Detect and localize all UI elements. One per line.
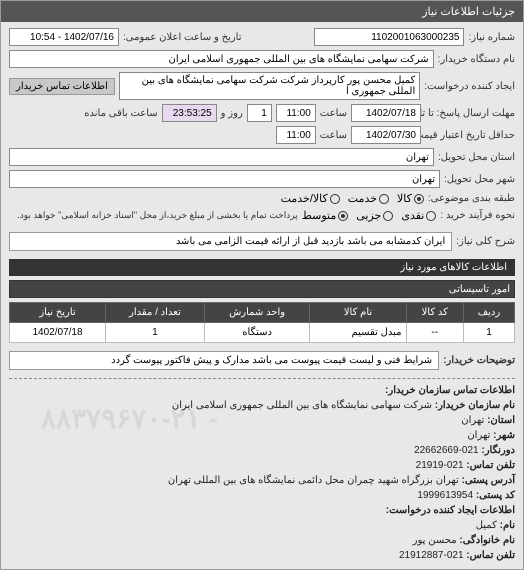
remain-label: ساعت باقی مانده xyxy=(84,108,157,119)
col-idx: ردیف xyxy=(463,303,514,323)
requester-section-title: اطلاعات ایجاد کننده درخواست: xyxy=(9,503,515,518)
col-code: کد کالا xyxy=(406,303,463,323)
method-radio-0[interactable] xyxy=(426,211,436,221)
need-desc-label: شرح کلی نیاز: xyxy=(456,236,515,247)
table-row: 1 -- مبدل تقسیم دستگاه 1 1402/07/18 xyxy=(10,323,515,343)
buyer-org-value: شرکت سهامی نمایشگاه های بین المللی جمهور… xyxy=(9,50,434,68)
buyer-notes-label: توضیحات خریدار: xyxy=(443,355,515,366)
buyer-contact-button[interactable]: اطلاعات تماس خریدار xyxy=(9,78,115,95)
cell-idx: 1 xyxy=(463,323,514,343)
province-value: تهران xyxy=(9,148,434,166)
address-value: تهران بزرگراه شهید چمران محل دائمی نمایش… xyxy=(168,475,459,486)
org-name-label: نام سازمان خریدار: xyxy=(435,400,515,411)
method-opt-1: جزیی xyxy=(356,209,381,222)
class-label: طبقه بندی موضوعی: xyxy=(428,193,515,204)
deadline-days: 1 xyxy=(247,104,272,122)
days-label: روز و xyxy=(221,108,243,119)
address-label: آدرس پستی: xyxy=(462,475,515,486)
fname-label: نام: xyxy=(500,520,515,531)
fax-value: 021-22662669 xyxy=(414,445,479,456)
city-label: شهر محل تحویل: xyxy=(444,174,515,185)
requester-value: کمیل محسن پور کارپرداز شرکت شرکت سهامی ن… xyxy=(119,72,420,100)
requester-label: ایجاد کننده درخواست: xyxy=(424,81,515,92)
c-province-value: تهران xyxy=(461,415,484,426)
class-opt-0: کالا xyxy=(397,192,412,205)
c-city-value: تهران xyxy=(467,430,490,441)
need-number-value: 1102001063000235 xyxy=(314,28,464,46)
need-desc-value: ایران کدمشابه می باشد بازدید قبل از ارائ… xyxy=(9,232,452,251)
lname-value: محسن پور xyxy=(413,535,457,546)
cell-unit: دستگاه xyxy=(204,323,310,343)
ghost-watermark: - ۸۸۳۷۹۶۷۰-۲۱ xyxy=(41,402,218,435)
deadline-label: مهلت ارسال پاسخ: تا تاریخ: xyxy=(425,108,515,119)
class-radio-1[interactable] xyxy=(379,194,389,204)
deadline-time: 11:00 xyxy=(276,104,316,122)
col-qty: تعداد / مقدار xyxy=(106,303,205,323)
class-opt-2: کالا/خدمت xyxy=(281,192,328,205)
class-radio-2[interactable] xyxy=(330,194,340,204)
col-name: نام کالا xyxy=(310,303,406,323)
method-opt-0: نقدی xyxy=(401,209,424,222)
buyer-org-label: نام دستگاه خریدار: xyxy=(438,54,515,65)
rphone-value: 021-21912887 xyxy=(399,550,464,561)
validity-time: 11:00 xyxy=(276,126,316,144)
validity-label: حداقل تاریخ اعتبار قیمت: تا تاریخ: xyxy=(425,130,515,141)
cell-code: -- xyxy=(406,323,463,343)
method-label: نحوه فرآیند خرید : xyxy=(440,210,515,221)
announce-date-label: تاریخ و ساعت اعلان عمومی: xyxy=(123,32,242,43)
cell-qty: 1 xyxy=(106,323,205,343)
phone-label: تلفن تماس: xyxy=(466,460,515,471)
cell-name: مبدل تقسیم xyxy=(310,323,406,343)
need-details-panel: جزئیات اطلاعات نیاز شماره نیاز: 11020010… xyxy=(0,0,524,570)
contact-section-title: اطلاعات تماس سازمان خریدار: xyxy=(9,383,515,398)
method-radio-2[interactable] xyxy=(338,211,348,221)
fax-label: دورنگار: xyxy=(481,445,515,456)
method-radio-1[interactable] xyxy=(383,211,393,221)
items-section-title: اطلاعات کالاهای مورد نیاز xyxy=(9,259,515,276)
city-value: تهران xyxy=(9,170,440,188)
class-opt-1: خدمت xyxy=(348,192,377,205)
postal-value: 1999613954 xyxy=(417,490,473,501)
need-number-label: شماره نیاز: xyxy=(468,32,515,43)
c-province-label: استان: xyxy=(487,415,515,426)
method-radio-group: نقدی جزیی متوسط xyxy=(302,209,437,222)
announce-date-value: 1402/07/16 - 10:54 xyxy=(9,28,119,46)
rphone-label: تلفن تماس: xyxy=(466,550,515,561)
class-radio-group: کالا خدمت کالا/خدمت xyxy=(281,192,424,205)
cell-date: 1402/07/18 xyxy=(10,323,106,343)
c-city-label: شهر: xyxy=(493,430,515,441)
lname-label: نام خانوادگی: xyxy=(459,535,515,546)
form-body: شماره نیاز: 1102001063000235 تاریخ و ساع… xyxy=(1,22,523,569)
province-label: استان محل تحویل: xyxy=(438,152,515,163)
validity-date: 1402/07/30 xyxy=(351,126,421,144)
panel-title: جزئیات اطلاعات نیاز xyxy=(1,1,523,22)
phone-value: 021-21919 xyxy=(416,460,464,471)
col-date: تاریخ نیاز xyxy=(10,303,106,323)
method-note: پرداخت تمام یا بخشی از مبلغ خرید،از محل … xyxy=(17,210,297,221)
fname-value: کمیل xyxy=(476,520,497,531)
class-radio-0[interactable] xyxy=(414,194,424,204)
postal-label: کد پستی: xyxy=(476,490,515,501)
main-item-value: امور تاسیساتی xyxy=(9,280,515,298)
deadline-date: 1402/07/18 xyxy=(351,104,421,122)
items-table: ردیف کد کالا نام کالا واحد شمارش تعداد /… xyxy=(9,302,515,343)
deadline-time-label: ساعت xyxy=(320,108,347,119)
deadline-countdown: 23:53:25 xyxy=(162,104,217,122)
method-opt-2: متوسط xyxy=(302,209,337,222)
col-unit: واحد شمارش xyxy=(204,303,310,323)
buyer-notes-value: شرایط فنی و لیست قیمت پیوست می باشد مدار… xyxy=(9,351,439,370)
validity-time-label: ساعت xyxy=(320,130,347,141)
